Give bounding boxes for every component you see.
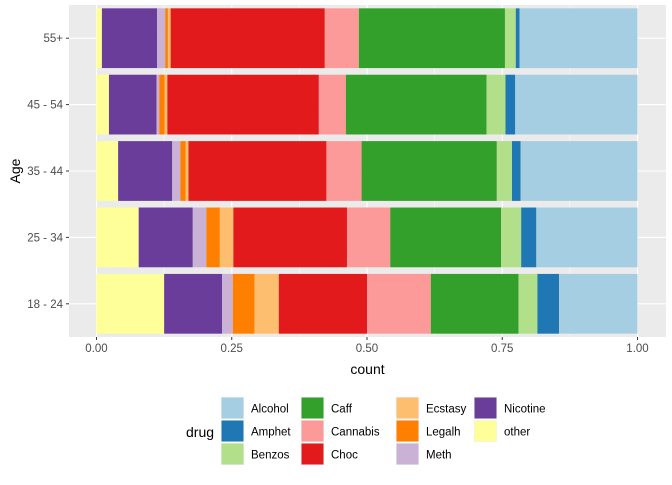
y-axis: 18 - 24 25 - 34 35 - 44 45 - 54 55+ [27, 33, 69, 311]
legend-label-other: other [504, 427, 530, 439]
x-tick-label: 1.00 [626, 343, 648, 355]
bar-segment-ecstasy-1824 [254, 273, 279, 334]
legend-swatch-choc [301, 443, 324, 465]
bar-segment-choc-1824 [278, 273, 367, 334]
bar-segment-meth-1824 [222, 273, 233, 334]
bar-segment-nicotine-3544 [118, 141, 173, 201]
legend-swatch-amphet [221, 420, 244, 442]
bar-segment-other-55plus [96, 8, 102, 69]
legend-label-choc: Choc [331, 450, 358, 462]
legend-label-legalh: Legalh [426, 427, 461, 439]
bar-segment-alcohol-4554 [515, 74, 638, 135]
legend-title: drug [186, 424, 214, 440]
bar-segment-caff-55plus [358, 8, 505, 69]
bar-segment-amphet-2534 [521, 207, 537, 268]
bar-segment-benzos-3544 [496, 141, 512, 201]
legend-label-alcohol: Alcohol [251, 404, 289, 416]
bar-segment-benzos-4554 [486, 74, 506, 135]
bar-segment-cannabis-1824 [367, 273, 431, 334]
bar-segment-other-2534 [96, 207, 139, 268]
x-axis-title: count [350, 361, 384, 377]
bar-segment-nicotine-4554 [108, 74, 157, 135]
y-tick-label: 35 - 44 [27, 166, 63, 178]
bar-segment-benzos-55plus [504, 8, 516, 69]
bar-segment-choc-4554 [167, 74, 319, 135]
bar-segment-ecstasy-55plus [167, 8, 171, 69]
y-tick-label: 55+ [43, 33, 63, 45]
x-tick-label: 0.25 [221, 343, 243, 355]
legend-label-cannabis: Cannabis [331, 427, 380, 439]
bar-segment-ecstasy-2534 [219, 207, 234, 268]
legend-swatch-ecstasy [396, 397, 419, 419]
bar-segment-choc-55plus [170, 8, 325, 69]
legend-swatch-benzos [221, 443, 244, 465]
bar-segment-cannabis-55plus [324, 8, 359, 69]
legend-label-ecstasy: Ecstasy [426, 404, 467, 416]
legend-swatch-other [474, 420, 497, 442]
y-tick-label: 25 - 34 [27, 232, 63, 244]
legend-swatch-nicotine [474, 397, 497, 419]
bar-segment-choc-2534 [233, 207, 347, 268]
bar-segment-legalh-4554 [159, 74, 165, 135]
bar-segment-legalh-1824 [232, 273, 255, 334]
legend: drug Alcohol Amphet Benzos Caff Cannabis Choc… [186, 397, 546, 465]
legend-swatch-meth [396, 443, 419, 465]
bar-segment-legalh-3544 [180, 141, 186, 201]
x-tick-label: 0.00 [85, 343, 107, 355]
bar-segment-other-1824 [96, 273, 165, 334]
bar-segment-amphet-55plus [515, 8, 520, 69]
bar-segment-caff-1824 [430, 273, 519, 334]
bar-segment-other-3544 [96, 141, 119, 201]
bar-segment-cannabis-3544 [326, 141, 362, 201]
legend-label-amphet: Amphet [251, 427, 291, 439]
bar-segment-meth-2534 [192, 207, 207, 268]
legend-swatch-cannabis [301, 420, 324, 442]
bar-segment-benzos-1824 [518, 273, 538, 334]
bar-segment-meth-3544 [172, 141, 181, 201]
bar-segment-legalh-55plus [165, 8, 168, 69]
legend-label-caff: Caff [331, 404, 353, 416]
legend-swatch-caff [301, 397, 324, 419]
bar-segment-nicotine-55plus [101, 8, 158, 69]
bar-segment-amphet-4554 [505, 74, 516, 135]
bar-segment-caff-2534 [390, 207, 502, 268]
bar-segments [96, 8, 638, 334]
bar-segment-meth-4554 [156, 74, 160, 135]
bar-segment-choc-3544 [188, 141, 327, 201]
x-tick-label: 0.75 [491, 343, 513, 355]
bar-segment-ecstasy-3544 [185, 141, 189, 201]
bar-segment-cannabis-2534 [346, 207, 391, 268]
bar-segment-alcohol-2534 [536, 207, 638, 268]
bar-segment-alcohol-55plus [519, 8, 638, 69]
bar-segment-amphet-1824 [537, 273, 560, 334]
legend-label-meth: Meth [426, 450, 452, 462]
y-tick-label: 18 - 24 [27, 299, 63, 311]
y-tick-label: 45 - 54 [27, 100, 63, 112]
y-axis-title: Age [7, 158, 23, 183]
bar-segment-alcohol-3544 [520, 141, 638, 201]
bar-segment-benzos-2534 [501, 207, 522, 268]
bar-segment-legalh-2534 [206, 207, 220, 268]
bar-segment-caff-3544 [361, 141, 497, 201]
bar-segment-alcohol-1824 [559, 273, 638, 334]
legend-swatch-legalh [396, 420, 419, 442]
bar-segment-ecstasy-4554 [164, 74, 168, 135]
bar-segment-other-4554 [96, 74, 109, 135]
x-tick-label: 0.50 [356, 343, 378, 355]
bar-segment-cannabis-4554 [318, 74, 346, 135]
legend-label-nicotine: Nicotine [504, 404, 546, 416]
bar-segment-caff-4554 [345, 74, 487, 135]
legend-label-benzos: Benzos [251, 450, 290, 462]
x-axis: 0.00 0.25 0.50 0.75 1.00 [85, 337, 649, 355]
bar-segment-meth-55plus [157, 8, 166, 69]
bar-segment-amphet-3544 [511, 141, 521, 201]
bar-segment-nicotine-2534 [138, 207, 193, 268]
bar-segment-nicotine-1824 [164, 273, 223, 334]
legend-swatch-alcohol [221, 397, 244, 419]
